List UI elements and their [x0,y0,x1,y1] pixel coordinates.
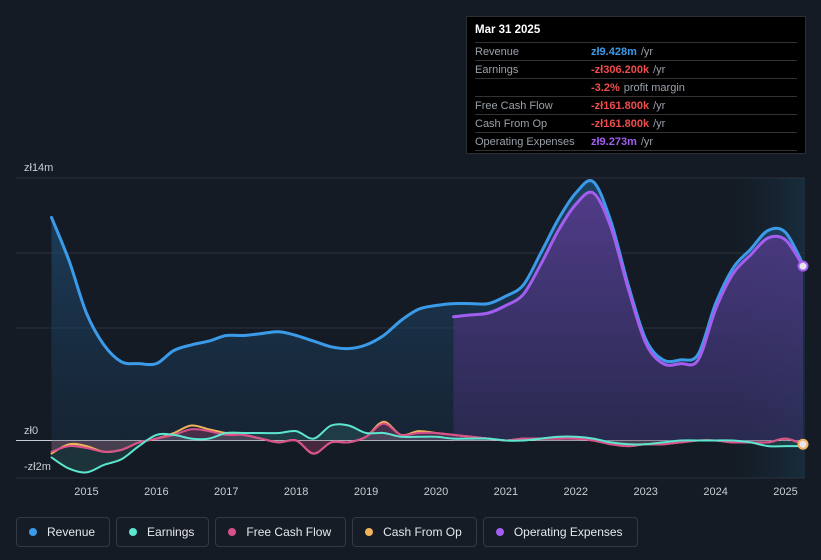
legend-label: Cash From Op [383,525,462,539]
legend: Revenue Earnings Free Cash Flow Cash From O… [16,517,638,547]
cash-from-op-end-marker [797,438,809,450]
tooltip-row: Free Cash Flow -zł161.800k/yr [475,97,797,115]
tooltip-row: Revenue zł9.428m/yr [475,43,797,61]
free-cash-flow-area [51,423,803,454]
x-tick-2019: 2019 [354,486,378,498]
x-tick-2022: 2022 [564,486,588,498]
legend-label: Revenue [47,525,96,539]
tooltip-row-unit: profit margin [623,81,685,94]
tooltip-row-unit: /yr [640,45,654,58]
tooltip-row-label: Earnings [475,63,519,76]
x-tick-2017: 2017 [214,486,238,498]
revenue-line [50,179,805,367]
legend-dot-icon [29,528,37,536]
tooltip-row-value: -zł161.800k [591,99,650,112]
x-tick-2016: 2016 [144,486,168,498]
legend-item-cash-from-op[interactable]: Cash From Op [352,517,477,547]
tooltip-panel: Mar 31 2025 Revenue zł9.428m/yr Earnings -z… [466,16,806,154]
operating-expenses-line [452,190,805,367]
x-tick-2018: 2018 [284,486,308,498]
earnings-area [51,424,803,473]
tooltip-row-unit: /yr [640,135,654,148]
legend-item-revenue[interactable]: Revenue [16,517,111,547]
tooltip-row-value: zł9.273m [591,135,637,148]
x-tick-2015: 2015 [74,486,98,498]
tooltip-row-value: -zł306.200k [591,63,650,76]
legend-label: Operating Expenses [513,525,623,539]
x-tick-2024: 2024 [703,486,727,498]
tooltip-row: Operating Expenses zł9.273m/yr [475,133,797,151]
y-axis-zero-label: zł0 [24,425,38,437]
tooltip-rows: Revenue zł9.428m/yr Earnings -zł306.200k/yr… [475,43,797,151]
y-axis-top-label: zł14m [24,162,53,174]
x-tick-2020: 2020 [424,486,448,498]
tooltip-date: Mar 31 2025 [475,24,797,43]
legend-dot-icon [228,528,237,536]
series-lines [50,179,805,474]
legend-dot-icon [495,528,504,536]
tooltip-row-value: zł9.428m [591,45,637,58]
tooltip-row-value: -zł161.800k [591,117,650,130]
tooltip-row-unit: /yr [653,99,666,112]
area-fills [51,180,803,473]
legend-label: Earnings [147,525,195,539]
x-axis-ticks: 2015 2016 2017 2018 2019 2020 2021 2022 2023 2024… [74,486,798,498]
legend-item-free-cash-flow[interactable]: Free Cash Flow [215,517,347,547]
legend-dot-icon [365,528,374,536]
tooltip-row: Cash From Op -zł161.800k/yr [475,115,797,133]
legend-label: Free Cash Flow [246,525,332,539]
y-axis-bottom-label: -zł2m [24,461,51,473]
tooltip-row-label: Cash From Op [475,117,548,130]
tooltip-row-unit: /yr [653,117,666,130]
legend-item-earnings[interactable]: Earnings [116,517,210,547]
tooltip-row-label: Free Cash Flow [475,99,553,112]
operating-expenses-area [453,192,803,441]
tooltip-row: Earnings -zł306.200k/yr [475,61,797,79]
tooltip-row-unit: /yr [653,63,666,76]
axis-labels: zł14m zł0 -zł2m [24,162,53,473]
tooltip-row-value: -3.2% [591,81,620,94]
legend-dot-icon [129,528,138,536]
tooltip-row: -3.2% profit margin [475,79,797,97]
end-markers [797,260,809,450]
x-tick-2021: 2021 [494,486,518,498]
legend-item-operating-expenses[interactable]: Operating Expenses [482,517,638,547]
tooltip-row-label: Operating Expenses [475,135,575,148]
operating-expenses-end-marker [797,260,809,272]
tooltip-row-label: Revenue [475,45,520,58]
x-tick-2025: 2025 [773,486,797,498]
x-tick-2023: 2023 [633,486,657,498]
earnings-line [50,423,804,474]
chart-svg: zł14m zł0 -zł2m 2015 2016 2017 2018 2019 2020… [16,162,809,498]
